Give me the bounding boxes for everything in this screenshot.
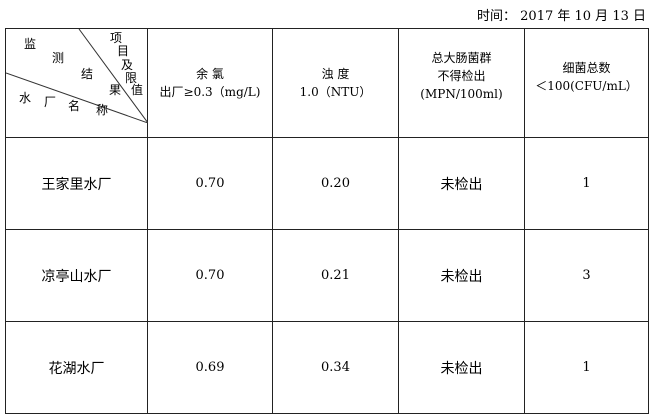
- chlorine-value: 0.70: [147, 137, 273, 230]
- table-row: 花湖水厂 0.69 0.34 未检出 1: [5, 321, 649, 414]
- header-coliform: 总大肠菌群不得检出 (MPN/100ml): [398, 28, 525, 138]
- table-row: 凉亭山水厂 0.70 0.21 未检出 3: [5, 229, 649, 322]
- corner-text: 果: [109, 83, 122, 97]
- header-bacteria: 细菌总数 ＜100(CFU/mL）: [524, 28, 649, 138]
- plant-name: 凉亭山水厂: [5, 229, 148, 322]
- header-row: 监 测 结 果 项 目 及 限 值 水 厂 名 称 余 氯出厂≥0.3（mg/L…: [5, 28, 649, 138]
- plant-name: 花湖水厂: [5, 321, 148, 414]
- chlorine-value: 0.69: [147, 321, 273, 414]
- header-turbidity: 浊 度 1.0（NTU）: [272, 28, 399, 138]
- plant-name: 王家里水厂: [5, 137, 148, 230]
- corner-text: 名: [68, 99, 81, 113]
- header-line: 出厂≥0.3（mg/L): [159, 85, 261, 99]
- bacteria-value: 1: [524, 137, 649, 230]
- turbidity-value: 0.20: [272, 137, 399, 230]
- header-line: 细菌总数: [562, 61, 611, 75]
- coliform-value: 未检出: [398, 321, 525, 414]
- corner-text: 厂: [44, 95, 57, 109]
- report-date: 时间： 2017 年 10 月 13 日: [477, 9, 646, 24]
- coliform-value: 未检出: [398, 229, 525, 322]
- chlorine-value: 0.70: [147, 229, 273, 322]
- header-line: 不得检出: [437, 69, 486, 83]
- bacteria-value: 1: [524, 321, 649, 414]
- turbidity-value: 0.21: [272, 229, 399, 322]
- corner-text: 测: [52, 51, 65, 65]
- corner-header: 监 测 结 果 项 目 及 限 值 水 厂 名 称: [5, 28, 148, 138]
- water-quality-table: 监 测 结 果 项 目 及 限 值 水 厂 名 称 余 氯出厂≥0.3（mg/L…: [5, 28, 649, 414]
- header-line: 总大肠菌群: [431, 51, 492, 65]
- corner-text: 项: [110, 31, 123, 45]
- header-line: 余 氯: [196, 67, 224, 81]
- corner-text: 值: [131, 83, 144, 97]
- header-line: (MPN/100ml): [420, 87, 503, 101]
- diagonal-lines: [6, 29, 148, 123]
- corner-text: 限: [125, 71, 138, 85]
- corner-text: 称: [96, 103, 109, 117]
- header-chlorine: 余 氯出厂≥0.3（mg/L): [147, 28, 273, 138]
- corner-text: 结: [81, 67, 94, 81]
- corner-text: 及: [121, 58, 134, 72]
- header-line: 1.0（NTU）: [299, 85, 372, 99]
- corner-text: 监: [24, 37, 37, 51]
- table-row: 王家里水厂 0.70 0.20 未检出 1: [5, 137, 649, 230]
- turbidity-value: 0.34: [272, 321, 399, 414]
- corner-text: 目: [117, 44, 130, 58]
- bacteria-value: 3: [524, 229, 649, 322]
- corner-text: 水: [19, 91, 32, 105]
- header-line: ＜100(CFU/mL）: [535, 79, 638, 93]
- coliform-value: 未检出: [398, 137, 525, 230]
- header-line: 浊 度: [321, 67, 350, 81]
